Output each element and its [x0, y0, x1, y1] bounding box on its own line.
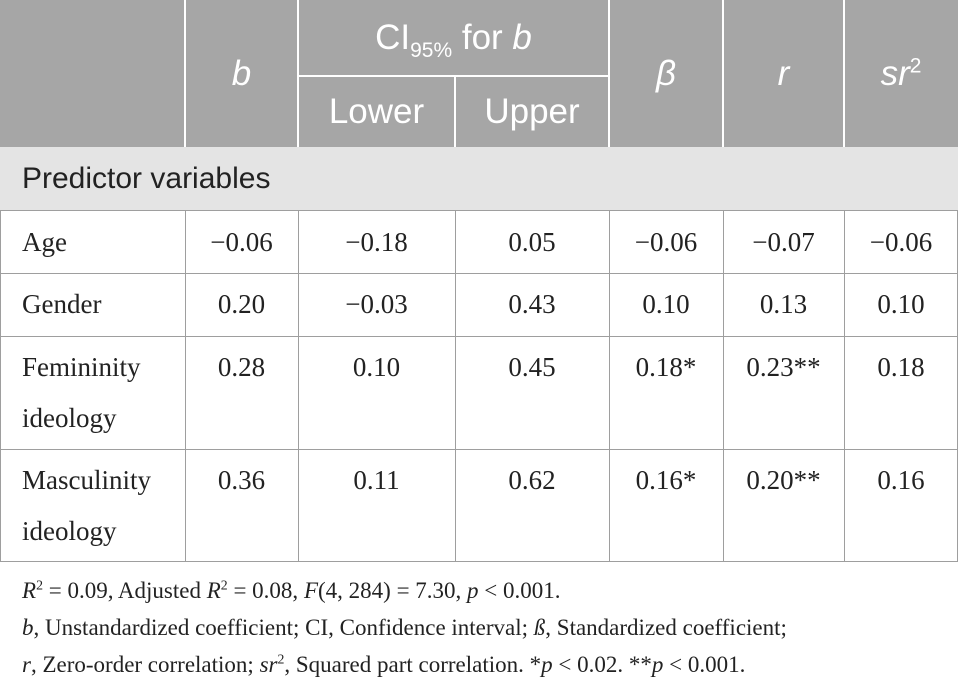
cell-b: 0.36: [217, 465, 266, 495]
regression-table: b CI95% for b Lower Upper β r sr2 Predic…: [0, 0, 958, 562]
header-sr2: sr2: [844, 0, 958, 147]
col-divider: [844, 210, 845, 562]
footnote-line-2: b, Unstandardized coefficient; CI, Confi…: [22, 615, 787, 640]
header-lower-label: Lower: [328, 91, 425, 131]
section-predictor-variables: Predictor variables: [0, 147, 958, 210]
cell-r: 0.13: [759, 289, 808, 319]
header-b: b: [185, 0, 298, 147]
cell-sr2: −0.06: [869, 227, 933, 257]
col-divider: [609, 210, 610, 562]
header-ci: CI95% for b: [298, 0, 609, 76]
header-ci-label: CI95% for b: [375, 18, 532, 62]
cell-sr2: 0.10: [877, 289, 925, 319]
row-label: Femininity: [22, 352, 141, 382]
header-b-label: b: [231, 53, 252, 93]
col-divider: [298, 210, 299, 562]
cell-upper: 0.43: [508, 289, 556, 319]
header-divider: [297, 0, 299, 147]
row-label: Masculinity: [22, 465, 151, 495]
row-divider: [0, 273, 958, 274]
row-label: Age: [22, 227, 67, 257]
table-footnotes: R2 = 0.09, Adjusted R2 = 0.08, F(4, 284)…: [22, 572, 787, 683]
col-divider: [0, 210, 1, 562]
row-divider: [0, 561, 958, 562]
header-beta: β: [609, 0, 723, 147]
header-divider: [184, 0, 186, 147]
header-lower: Lower: [298, 76, 455, 147]
cell-r: −0.07: [752, 227, 815, 257]
row-label: Gender: [22, 289, 102, 319]
row-divider: [0, 210, 958, 211]
col-divider: [723, 210, 724, 562]
header-divider: [843, 0, 845, 147]
cell-upper: 0.45: [508, 352, 556, 382]
header-r: r: [723, 0, 844, 147]
row-divider: [0, 336, 958, 337]
row-label-line2: ideology: [22, 516, 117, 546]
cell-beta: 0.10: [642, 289, 690, 319]
cell-lower: −0.03: [345, 289, 408, 319]
cell-b: 0.20: [217, 289, 266, 319]
cell-sr2: 0.16: [877, 465, 925, 495]
cell-lower: −0.18: [345, 227, 408, 257]
cell-b: 0.28: [217, 352, 266, 382]
cell-r: 0.20**: [746, 465, 821, 495]
footnote-line-1: R2 = 0.09, Adjusted R2 = 0.08, F(4, 284)…: [22, 577, 561, 603]
header-upper-label: Upper: [484, 91, 580, 131]
header-upper: Upper: [455, 76, 609, 147]
header-beta-label: β: [656, 53, 676, 93]
header-divider: [454, 76, 456, 147]
footnote-line-3: r, Zero-order correlation; sr2, Squared …: [22, 651, 746, 677]
row-divider: [0, 449, 958, 450]
cell-beta: 0.18*: [635, 352, 697, 382]
header-divider: [722, 0, 724, 147]
row-label-line2: ideology: [22, 403, 117, 433]
section-label: Predictor variables: [22, 161, 271, 195]
header-r-label: r: [777, 53, 790, 93]
col-divider: [455, 210, 456, 562]
cell-beta: 0.16*: [635, 465, 697, 495]
cell-sr2: 0.18: [877, 352, 925, 382]
col-divider: [185, 210, 186, 562]
cell-beta: −0.06: [634, 227, 698, 257]
cell-r: 0.23**: [746, 352, 821, 382]
header-blank: [0, 0, 185, 147]
header-divider: [298, 75, 609, 77]
cell-upper: 0.62: [508, 465, 556, 495]
cell-upper: 0.05: [508, 227, 556, 257]
cell-b: −0.06: [210, 227, 273, 257]
header-divider: [608, 0, 610, 147]
header-sr2-label: sr2: [880, 53, 922, 93]
cell-lower: 0.10: [352, 352, 401, 382]
cell-lower: 0.11: [353, 465, 400, 495]
